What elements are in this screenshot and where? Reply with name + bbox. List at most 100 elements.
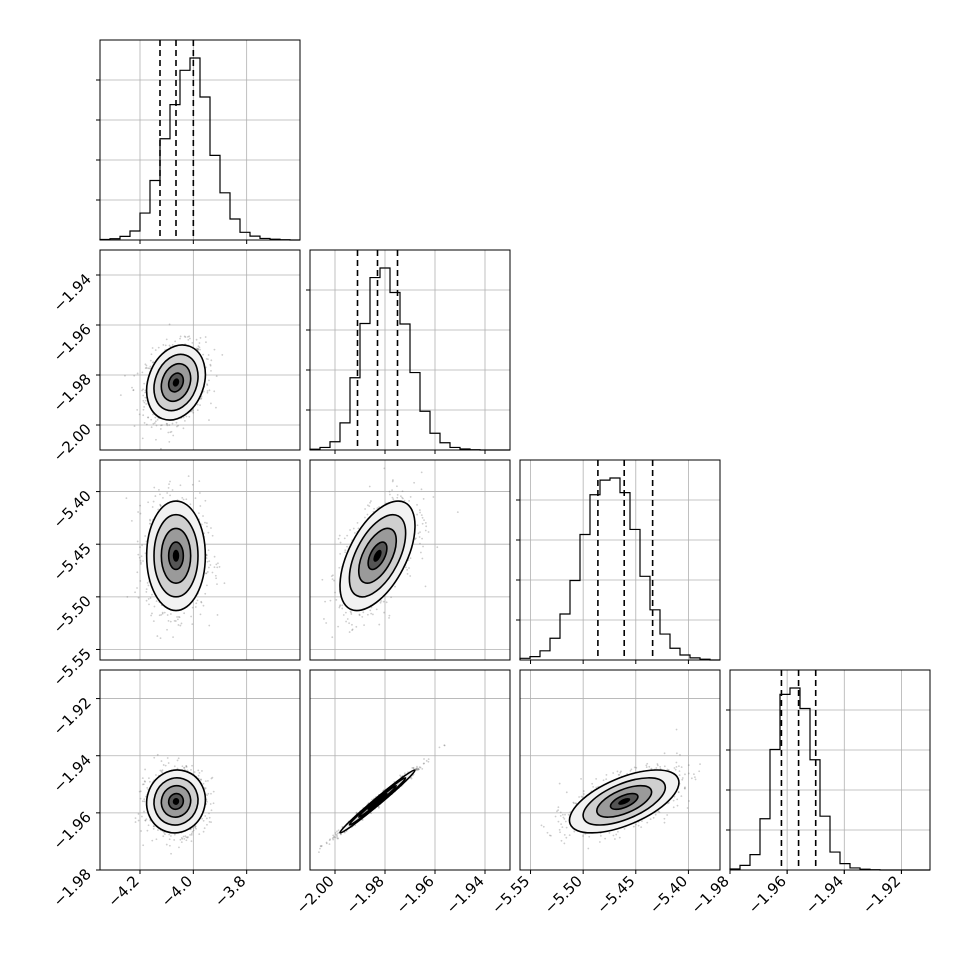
sample-point bbox=[144, 768, 147, 771]
sample-point bbox=[672, 806, 675, 809]
sample-point bbox=[160, 424, 162, 427]
sample-point bbox=[136, 540, 139, 543]
sample-point bbox=[190, 410, 193, 413]
sample-point bbox=[337, 625, 340, 628]
sample-point bbox=[396, 485, 398, 488]
sample-point bbox=[346, 534, 349, 537]
sample-point bbox=[612, 834, 615, 837]
sample-point bbox=[415, 537, 417, 540]
sample-point bbox=[211, 571, 214, 574]
sample-point bbox=[167, 762, 170, 764]
sample-point bbox=[325, 842, 328, 845]
sample-point bbox=[394, 585, 396, 588]
sample-point bbox=[415, 768, 418, 771]
sample-point bbox=[413, 481, 416, 484]
sample-point bbox=[206, 383, 208, 386]
histogram-panel-2 bbox=[516, 459, 721, 661]
sample-point bbox=[132, 389, 135, 392]
sample-point bbox=[199, 337, 202, 339]
sample-point bbox=[146, 829, 149, 832]
sample-point bbox=[560, 839, 563, 842]
sample-point bbox=[563, 818, 566, 820]
sample-point bbox=[587, 847, 590, 850]
density-peak bbox=[373, 549, 382, 562]
sample-point bbox=[333, 835, 336, 838]
sample-point bbox=[179, 624, 182, 627]
sample-point bbox=[198, 346, 201, 349]
sample-point bbox=[182, 416, 185, 419]
sample-point bbox=[218, 566, 221, 568]
sample-point bbox=[190, 832, 193, 835]
sample-point bbox=[392, 498, 395, 501]
sample-point bbox=[675, 761, 678, 764]
sample-point bbox=[572, 801, 575, 804]
sample-point bbox=[185, 498, 188, 501]
sample-point bbox=[388, 490, 391, 493]
sample-point bbox=[666, 768, 669, 771]
sample-point bbox=[199, 505, 202, 507]
sample-point bbox=[421, 516, 424, 519]
sample-point bbox=[324, 600, 327, 603]
sample-point bbox=[640, 826, 643, 829]
sample-point bbox=[680, 795, 683, 798]
sample-point bbox=[141, 777, 144, 780]
sample-point bbox=[213, 555, 216, 558]
histogram-step bbox=[519, 477, 720, 661]
panel-frame bbox=[309, 249, 511, 451]
sample-point bbox=[205, 557, 208, 560]
sample-point bbox=[209, 364, 212, 367]
sample-point bbox=[210, 402, 212, 405]
sample-point bbox=[336, 837, 339, 840]
sample-point bbox=[337, 837, 340, 840]
sample-point bbox=[418, 766, 421, 769]
sample-point bbox=[191, 606, 194, 609]
sample-point bbox=[196, 348, 199, 351]
sample-point bbox=[151, 506, 154, 508]
sample-point bbox=[143, 406, 146, 408]
sample-point bbox=[141, 783, 144, 786]
sample-point bbox=[210, 792, 212, 795]
sample-point bbox=[364, 516, 366, 519]
sample-point bbox=[212, 790, 215, 793]
sample-point bbox=[619, 771, 622, 774]
sample-point bbox=[142, 399, 145, 402]
sample-point bbox=[207, 531, 210, 534]
sample-point bbox=[573, 802, 575, 805]
sample-point bbox=[191, 341, 194, 344]
sample-point bbox=[559, 811, 562, 814]
sample-point bbox=[370, 812, 373, 815]
sample-point bbox=[699, 763, 701, 766]
sample-point bbox=[211, 534, 214, 537]
sample-point bbox=[330, 575, 333, 577]
scatter-panel-3-2 bbox=[519, 669, 721, 871]
sample-point bbox=[182, 835, 185, 838]
y-tick-label: −1.94 bbox=[50, 751, 95, 796]
sample-point bbox=[213, 566, 216, 569]
sample-point bbox=[157, 508, 160, 511]
sample-point bbox=[181, 837, 184, 840]
sample-point bbox=[368, 485, 371, 488]
sample-point bbox=[632, 825, 635, 828]
sample-point bbox=[416, 503, 418, 506]
sample-point bbox=[152, 827, 155, 830]
sample-point bbox=[331, 578, 334, 581]
sample-point bbox=[140, 555, 143, 558]
y-tick-label: −1.96 bbox=[50, 808, 95, 853]
sample-point bbox=[420, 488, 423, 491]
sample-point bbox=[199, 348, 201, 351]
sample-point bbox=[188, 415, 191, 418]
sample-point bbox=[189, 503, 192, 506]
sample-point bbox=[134, 821, 137, 823]
sample-point bbox=[351, 623, 353, 626]
sample-point bbox=[171, 489, 174, 491]
sample-point bbox=[565, 791, 568, 794]
sample-point bbox=[189, 337, 191, 340]
sample-point bbox=[319, 847, 321, 850]
sample-point bbox=[154, 495, 157, 497]
sample-point bbox=[388, 493, 391, 496]
sample-point bbox=[656, 764, 659, 767]
sample-point bbox=[132, 389, 135, 391]
x-tick-label: −5.55 bbox=[488, 872, 533, 917]
sample-point bbox=[159, 505, 162, 507]
sample-point bbox=[323, 618, 325, 620]
